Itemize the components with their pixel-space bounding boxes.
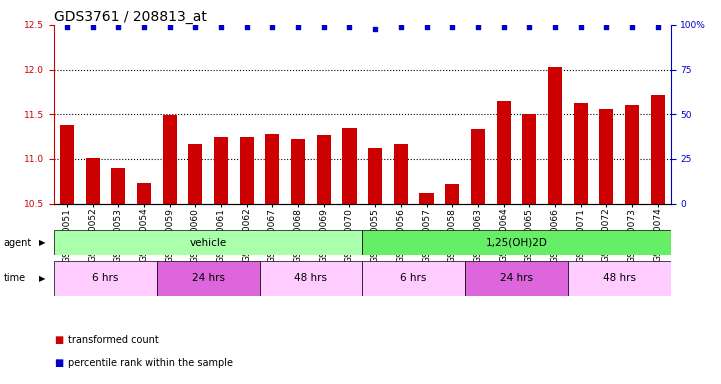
Bar <box>567 261 671 296</box>
Bar <box>599 109 614 384</box>
Text: vehicle: vehicle <box>190 238 227 248</box>
Text: percentile rank within the sample: percentile rank within the sample <box>68 358 234 368</box>
Bar <box>420 193 433 384</box>
Point <box>61 24 73 30</box>
Bar <box>574 103 588 384</box>
Point <box>87 24 98 30</box>
Text: time: time <box>4 273 26 283</box>
Point <box>627 24 638 30</box>
Point <box>395 24 407 30</box>
Text: ▶: ▶ <box>38 274 45 283</box>
Point <box>369 25 381 31</box>
Point <box>241 24 252 30</box>
Bar <box>317 135 331 384</box>
Point <box>652 24 663 30</box>
Text: agent: agent <box>4 238 32 248</box>
Bar <box>260 261 362 296</box>
Text: 24 hrs: 24 hrs <box>192 273 225 283</box>
Bar <box>86 158 99 384</box>
Point <box>164 24 175 30</box>
Point <box>138 24 150 30</box>
Bar <box>522 114 536 384</box>
Point <box>446 24 458 30</box>
Point <box>472 24 484 30</box>
Bar <box>342 127 356 384</box>
Bar <box>465 261 567 296</box>
Point <box>421 24 433 30</box>
Bar <box>163 115 177 384</box>
Point <box>601 24 612 30</box>
Text: 1,25(OH)2D: 1,25(OH)2D <box>485 238 547 248</box>
Bar <box>111 168 125 384</box>
Point <box>190 24 201 30</box>
Bar <box>497 101 510 384</box>
Bar <box>650 94 665 384</box>
Text: 6 hrs: 6 hrs <box>92 273 119 283</box>
Bar <box>471 129 485 384</box>
Text: 24 hrs: 24 hrs <box>500 273 533 283</box>
Point <box>267 24 278 30</box>
Bar <box>548 67 562 384</box>
Bar <box>362 261 465 296</box>
Point <box>497 24 509 30</box>
Bar <box>291 139 305 384</box>
Text: GDS3761 / 208813_at: GDS3761 / 208813_at <box>54 10 207 24</box>
Point <box>216 24 227 30</box>
Point <box>523 24 535 30</box>
Bar <box>362 230 671 255</box>
Bar <box>54 230 362 255</box>
Bar <box>60 125 74 384</box>
Point <box>575 24 586 30</box>
Bar <box>394 144 408 384</box>
Point <box>292 24 304 30</box>
Point <box>112 24 124 30</box>
Point <box>344 24 355 30</box>
Bar <box>54 261 156 296</box>
Text: transformed count: transformed count <box>68 335 159 345</box>
Bar <box>239 137 254 384</box>
Bar <box>445 184 459 384</box>
Text: ▶: ▶ <box>38 238 45 247</box>
Text: 48 hrs: 48 hrs <box>294 273 327 283</box>
Bar <box>625 105 639 384</box>
Text: ■: ■ <box>54 358 63 368</box>
Text: 6 hrs: 6 hrs <box>400 273 427 283</box>
Bar <box>156 261 260 296</box>
Text: ■: ■ <box>54 335 63 345</box>
Bar <box>188 144 203 384</box>
Point <box>549 24 561 30</box>
Bar <box>214 137 228 384</box>
Text: 48 hrs: 48 hrs <box>603 273 636 283</box>
Point <box>318 24 329 30</box>
Bar <box>137 183 151 384</box>
Bar <box>368 148 382 384</box>
Bar <box>265 134 280 384</box>
